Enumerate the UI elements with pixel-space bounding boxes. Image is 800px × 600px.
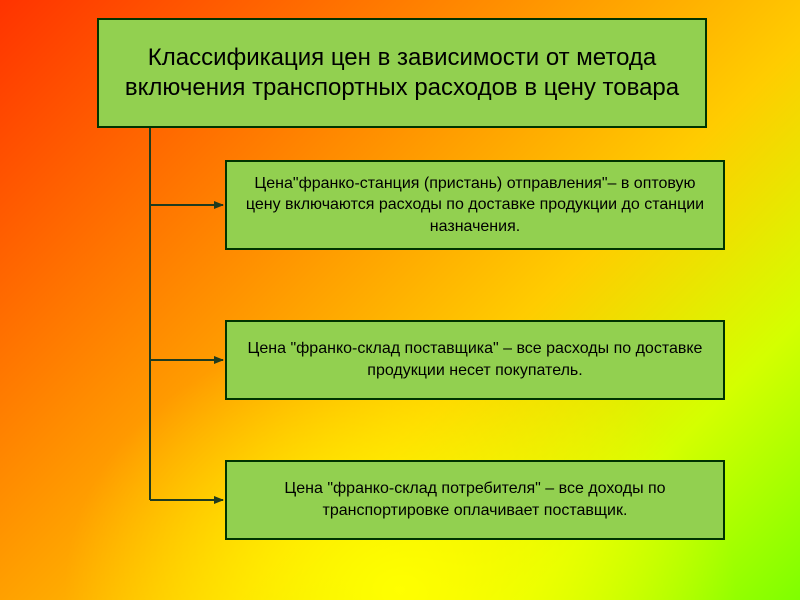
title-text: Классификация цен в зависимости от метод… — [113, 43, 691, 103]
item-text: Цена "франко-склад поставщика" – все рас… — [245, 338, 705, 381]
title-box: Классификация цен в зависимости от метод… — [97, 18, 707, 128]
item-box-2: Цена "франко-склад поставщика" – все рас… — [225, 320, 725, 400]
item-text: Цена"франко-станция (пристань) отправлен… — [245, 173, 705, 238]
slide: Классификация цен в зависимости от метод… — [0, 0, 800, 600]
item-text: Цена "франко-склад потребителя" – все до… — [245, 478, 705, 521]
item-box-3: Цена "франко-склад потребителя" – все до… — [225, 460, 725, 540]
item-box-1: Цена"франко-станция (пристань) отправлен… — [225, 160, 725, 250]
